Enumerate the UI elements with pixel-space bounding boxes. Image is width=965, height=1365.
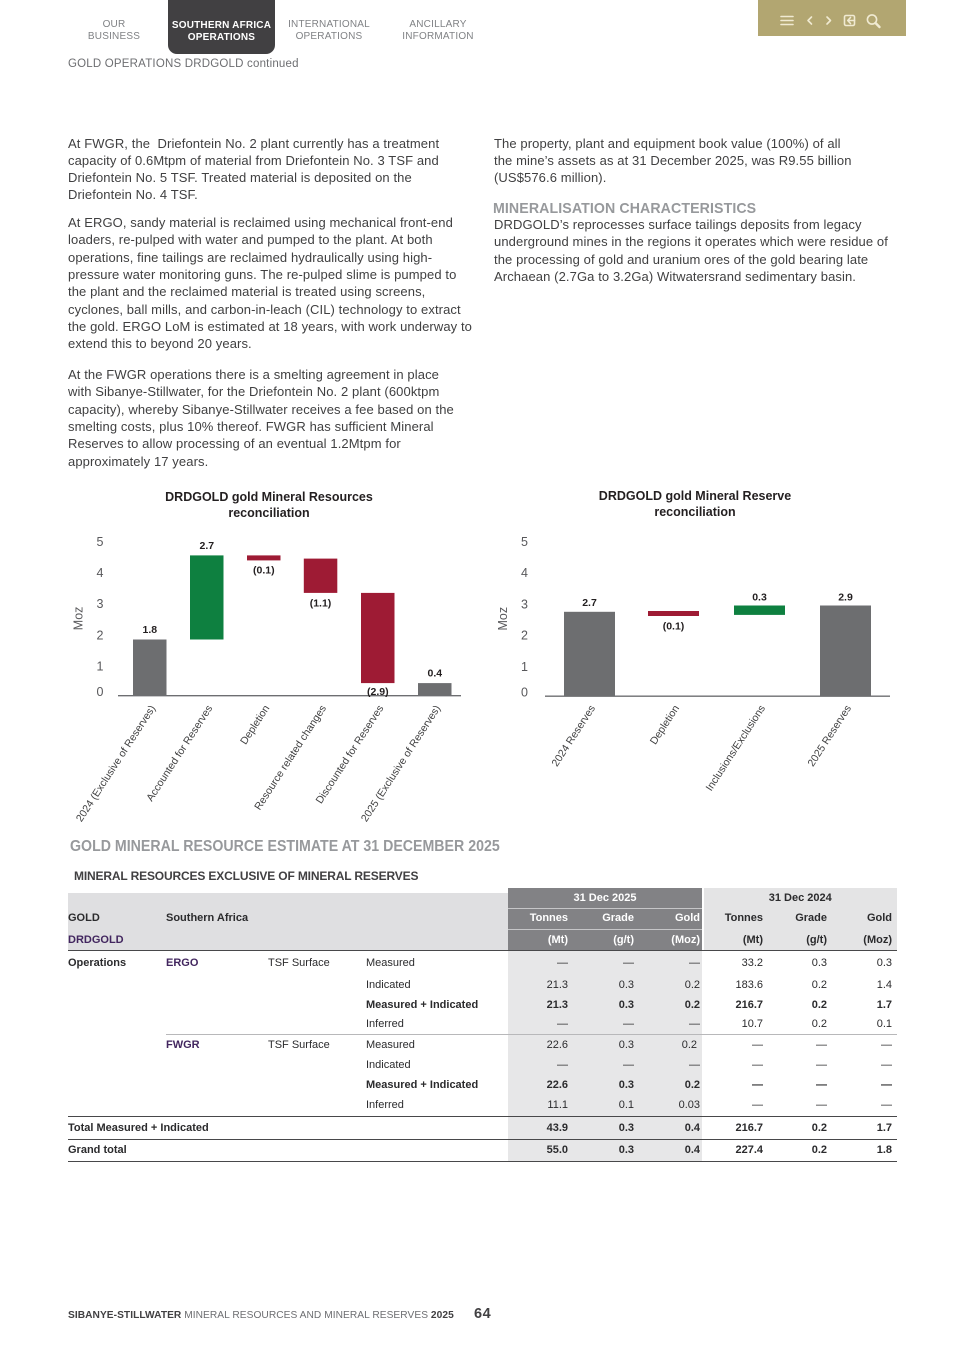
svg-text:Accounted for Reserves: Accounted for Reserves	[144, 703, 215, 804]
svg-text:(0.1): (0.1)	[663, 621, 685, 633]
svg-text:4: 4	[521, 566, 528, 580]
svg-text:Moz: Moz	[496, 607, 510, 631]
svg-text:Inclusions/Exclusions: Inclusions/Exclusions	[704, 703, 768, 793]
svg-text:DRDGOLD gold Mineral Resources: DRDGOLD gold Mineral Resources	[165, 490, 373, 504]
svg-text:1: 1	[521, 660, 528, 674]
svg-text:2024 (Exclusive of Reserves): 2024 (Exclusive of Reserves)	[74, 703, 158, 824]
svg-text:2.7: 2.7	[582, 597, 597, 609]
svg-text:(0.1): (0.1)	[253, 565, 275, 577]
svg-text:2024 Reserves: 2024 Reserves	[549, 703, 598, 769]
svg-text:2: 2	[521, 629, 528, 643]
svg-text:Depletion: Depletion	[238, 703, 272, 747]
svg-text:(1.1): (1.1)	[310, 598, 332, 610]
svg-text:0.3: 0.3	[752, 592, 767, 604]
svg-text:3: 3	[521, 597, 528, 611]
svg-text:0.4: 0.4	[427, 668, 442, 680]
svg-text:1: 1	[97, 659, 104, 673]
svg-text:2.7: 2.7	[199, 540, 214, 552]
svg-text:DRDGOLD gold Mineral Reserve: DRDGOLD gold Mineral Reserve	[599, 489, 791, 503]
svg-text:Moz: Moz	[72, 607, 86, 631]
svg-text:0: 0	[97, 685, 104, 699]
svg-text:2: 2	[97, 628, 104, 642]
svg-text:(2.9): (2.9)	[367, 686, 389, 698]
svg-text:3: 3	[97, 597, 104, 611]
svg-text:Depletion: Depletion	[648, 703, 682, 747]
svg-text:5: 5	[97, 535, 104, 549]
svg-text:2.9: 2.9	[838, 592, 853, 604]
svg-text:reconciliation: reconciliation	[228, 506, 309, 520]
svg-text:reconciliation: reconciliation	[654, 505, 735, 519]
svg-text:0: 0	[521, 686, 528, 700]
svg-text:4: 4	[97, 566, 104, 580]
svg-text:1.8: 1.8	[142, 624, 157, 636]
svg-text:5: 5	[521, 535, 528, 549]
svg-text:2025 Reserves: 2025 Reserves	[805, 703, 854, 769]
